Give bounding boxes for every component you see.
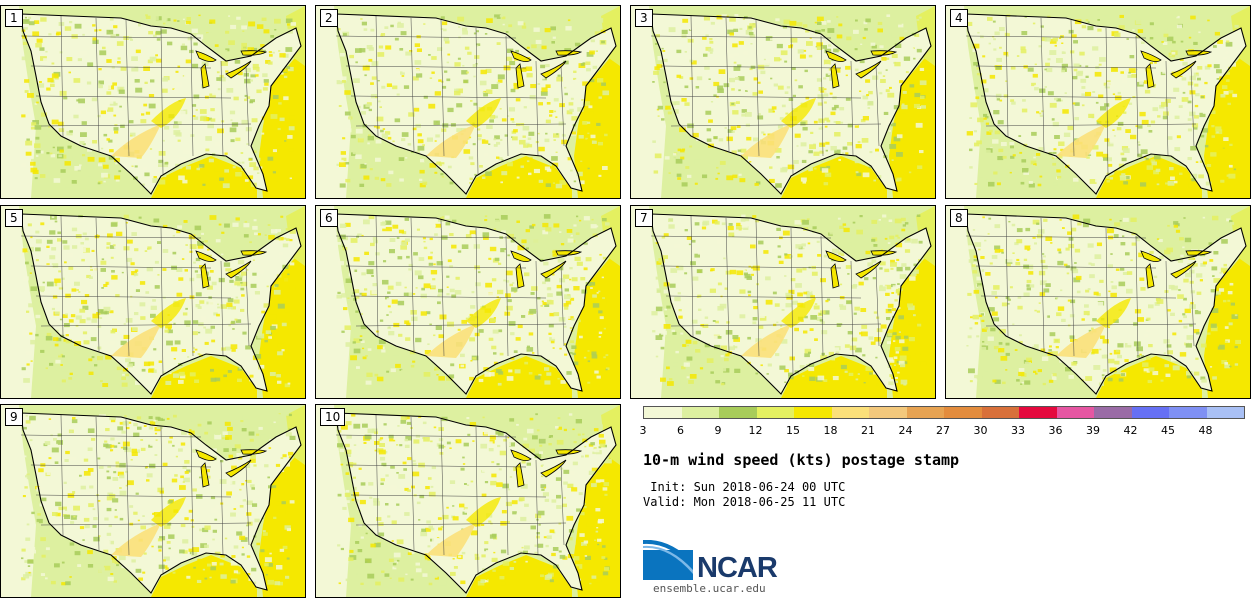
colorbar-tick-label: 45 — [1161, 424, 1175, 437]
ncar-logo-icon — [643, 540, 695, 582]
member-number-label: 6 — [320, 209, 338, 227]
figure-title: 10-m wind speed (kts) postage stamp — [643, 451, 959, 469]
colorbar-tick-label: 24 — [899, 424, 913, 437]
colorbar-swatch — [869, 407, 907, 418]
colorbar-tick-label: 18 — [824, 424, 838, 437]
colorbar-swatch — [794, 407, 832, 418]
member-number-label: 3 — [635, 9, 653, 27]
ncar-logo-text: NCAR — [697, 552, 777, 585]
wind-speed-map — [946, 206, 1250, 398]
wind-speed-map — [316, 405, 620, 597]
member-panel-9: 9 — [0, 404, 306, 598]
wind-speed-map — [631, 6, 935, 198]
colorbar-tick-label: 36 — [1049, 424, 1063, 437]
colorbar-tick-label: 12 — [749, 424, 763, 437]
member-number-label: 5 — [5, 209, 23, 227]
colorbar-swatch — [1169, 407, 1207, 418]
member-panel-2: 2 — [315, 5, 621, 199]
colorbar-swatch — [907, 407, 945, 418]
member-number-label: 1 — [5, 9, 23, 27]
init-time: Init: Sun 2018-06-24 00 UTC — [643, 480, 845, 494]
member-panel-8: 8 — [945, 205, 1251, 399]
member-panel-5: 5 — [0, 205, 306, 399]
colorbar-swatch — [832, 407, 870, 418]
colorbar-tick-label: 39 — [1086, 424, 1100, 437]
member-panel-10: 10 — [315, 404, 621, 598]
colorbar-swatch — [719, 407, 757, 418]
colorbar-tick-label: 33 — [1011, 424, 1025, 437]
colorbar-swatch — [1057, 407, 1095, 418]
member-number-label: 2 — [320, 9, 338, 27]
colorbar-swatch — [1094, 407, 1132, 418]
member-number-label: 4 — [950, 9, 968, 27]
member-number-label: 7 — [635, 209, 653, 227]
valid-time: Valid: Mon 2018-06-25 11 UTC — [643, 495, 845, 509]
colorbar-tick-label: 21 — [861, 424, 875, 437]
colorbar-swatch — [1132, 407, 1170, 418]
wind-speed-map — [946, 6, 1250, 198]
colorbar-swatch — [682, 407, 720, 418]
colorbar-tick-label: 3 — [640, 424, 647, 437]
colorbar-swatch — [944, 407, 982, 418]
member-panel-7: 7 — [630, 205, 936, 399]
member-number-label: 8 — [950, 209, 968, 227]
wind-speed-colorbar — [643, 406, 1245, 419]
colorbar-tick-label: 48 — [1199, 424, 1213, 437]
site-url[interactable]: ensemble.ucar.edu — [653, 582, 766, 595]
wind-speed-map — [1, 6, 305, 198]
wind-speed-map — [631, 206, 935, 398]
colorbar-swatch — [1207, 407, 1245, 418]
member-panel-1: 1 — [0, 5, 306, 199]
wind-speed-map — [1, 206, 305, 398]
colorbar-swatch — [982, 407, 1020, 418]
wind-speed-map — [316, 6, 620, 198]
colorbar-swatch — [644, 407, 682, 418]
colorbar-tick-label: 42 — [1124, 424, 1138, 437]
member-panel-3: 3 — [630, 5, 936, 199]
colorbar-tick-label: 30 — [974, 424, 988, 437]
colorbar-swatch — [1019, 407, 1057, 418]
wind-speed-map — [316, 206, 620, 398]
member-number-label: 10 — [320, 408, 345, 426]
member-number-label: 9 — [5, 408, 23, 426]
colorbar-tick-label: 15 — [786, 424, 800, 437]
colorbar-swatch — [757, 407, 795, 418]
member-panel-4: 4 — [945, 5, 1251, 199]
wind-speed-map — [1, 405, 305, 597]
colorbar-tick-label: 6 — [677, 424, 684, 437]
colorbar-tick-label: 9 — [715, 424, 722, 437]
colorbar-tick-label: 27 — [936, 424, 950, 437]
member-panel-6: 6 — [315, 205, 621, 399]
